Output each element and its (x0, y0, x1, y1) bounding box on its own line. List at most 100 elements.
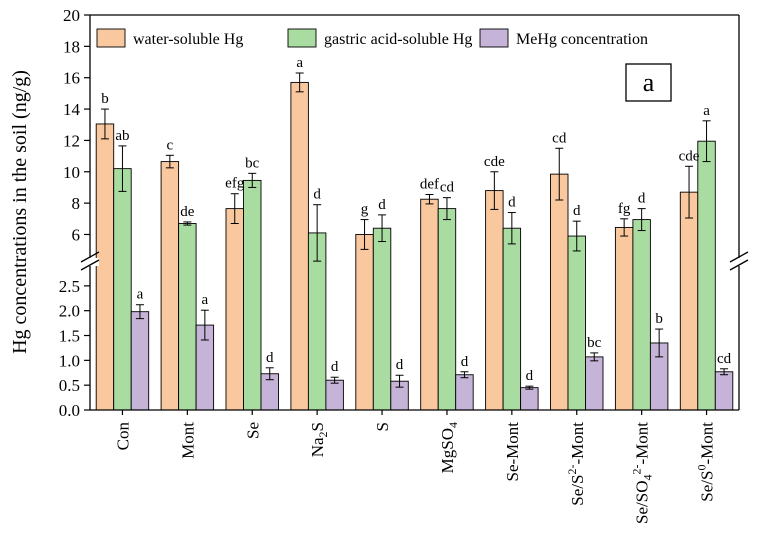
category-label-part: 0 (695, 465, 709, 471)
significance-label: cd (440, 180, 455, 196)
y-lower-tick-label: 0.0 (59, 401, 80, 420)
significance-label: d (378, 197, 386, 213)
bar-se-s0-mont-series-3 (714, 371, 734, 411)
y-axis-label: Hg concentrations in the soil (ng/g) (9, 70, 31, 354)
x-category-label: Se/S2--Mont (565, 422, 587, 506)
error-bar (507, 212, 516, 245)
x-category-label: Se/S0-Mont (695, 422, 717, 502)
error-bar (265, 367, 274, 381)
y-upper-tick-label: 20 (63, 6, 80, 25)
bar-se-series-1 (225, 208, 244, 411)
x-category-label: S (373, 422, 392, 431)
error-bar (360, 219, 369, 250)
y-upper-tick-label: 12 (63, 131, 80, 150)
bar-se-s0-mont-series-1 (679, 191, 699, 411)
significance-label: d (508, 195, 516, 211)
bar-se-s2-mont-series-2 (567, 235, 586, 411)
significance-label: cde (679, 148, 700, 164)
bar-se-mont-series-1 (485, 190, 504, 411)
error-bar (685, 165, 694, 219)
significance-label: cde (484, 154, 505, 170)
category-label-part: Se/S (568, 475, 587, 506)
category-label-part: Se/SO (633, 481, 652, 524)
legend-item: water-soluble Hg (96, 28, 243, 48)
legend: water-soluble Hg gastric acid-soluble Hg M… (96, 28, 648, 48)
bars-group (95, 81, 734, 411)
significance-label: g (361, 202, 369, 218)
axis-break-slash (729, 259, 749, 271)
error-bar (637, 208, 646, 232)
bar-se-series-2 (243, 179, 262, 411)
bar-s-series-2 (372, 227, 392, 411)
significance-label: c (167, 137, 174, 153)
y-upper-tick-label: 16 (63, 69, 80, 88)
error-bar (100, 108, 109, 140)
bar-se-mont-series-3 (520, 387, 539, 411)
bar-con-series-3 (130, 311, 150, 411)
bar-se-s2-mont-series-3 (585, 356, 604, 411)
significance-label: d (526, 368, 534, 384)
y-upper-tick-label: 8 (72, 194, 81, 213)
legend-item: gastric acid-soluble Hg (287, 28, 472, 48)
error-bar (183, 221, 192, 226)
significance-label: b (655, 311, 663, 327)
significance-label: bc (245, 155, 260, 171)
axis-break-slash (729, 251, 749, 263)
x-category-label: Se-Mont (503, 422, 522, 482)
error-bar (490, 171, 499, 210)
bar-se-s2-mont-series-1 (550, 173, 569, 411)
significance-label: d (331, 359, 339, 375)
error-bar (378, 214, 387, 243)
significance-label: d (461, 354, 469, 370)
y-lower-tick-label: 2.0 (59, 302, 80, 321)
category-label-part: Con (113, 422, 132, 451)
bar-con-series-1 (95, 123, 115, 411)
error-bar (702, 120, 711, 163)
y-upper-tick-label: 14 (63, 100, 81, 119)
legend-label: water-soluble Hg (133, 31, 243, 48)
panel-label-box: a (625, 63, 672, 102)
error-bar (248, 172, 257, 188)
bar-se-mont-series-2 (502, 227, 522, 411)
error-bar (590, 352, 599, 362)
axis-break-left (80, 251, 100, 271)
significance-label: d (396, 357, 404, 373)
category-label-part: Se-Mont (503, 422, 522, 482)
axes-group (89, 14, 740, 411)
error-bar (720, 368, 729, 376)
error-bar (395, 374, 404, 388)
category-label-part: -Mont (698, 422, 717, 465)
bar-mgso4-series-2 (437, 208, 457, 411)
error-bar (118, 145, 127, 192)
legend-label: MeHg concentration (516, 31, 648, 48)
category-label-part: -Mont (633, 422, 652, 465)
legend-swatch (287, 28, 317, 48)
legend-item: MeHg concentration (479, 28, 648, 48)
category-label-part: 2- (565, 465, 579, 475)
y-upper-tick-label: 10 (63, 163, 80, 182)
significance-label: cd (717, 351, 732, 367)
significance-label: efg (225, 176, 245, 192)
category-label-part: Na (308, 437, 327, 457)
error-bar (165, 154, 174, 169)
axis-break-slash (80, 251, 100, 263)
y-lower-tick-label: 2.5 (59, 277, 80, 296)
bar-na2s-series-1 (290, 81, 309, 411)
significance-label: ab (115, 128, 129, 144)
error-bar (655, 328, 664, 358)
category-label-part: 2 (316, 431, 330, 437)
axis-break-right (729, 251, 749, 271)
bar-mont-series-1 (160, 161, 180, 411)
bar-se-so42-mont-series-2 (632, 219, 651, 411)
category-label-part: S (308, 422, 327, 431)
category-label-part: Mont (178, 422, 197, 459)
error-bar (313, 204, 322, 262)
category-label-part: Se/S (698, 471, 717, 502)
significance-label: d (573, 203, 581, 219)
bar-s-series-1 (355, 234, 374, 411)
axis-break-slash (80, 259, 100, 271)
axis-break-gap (730, 258, 748, 266)
category-label-part: 2- (630, 465, 644, 475)
significance-label: def (420, 177, 439, 193)
